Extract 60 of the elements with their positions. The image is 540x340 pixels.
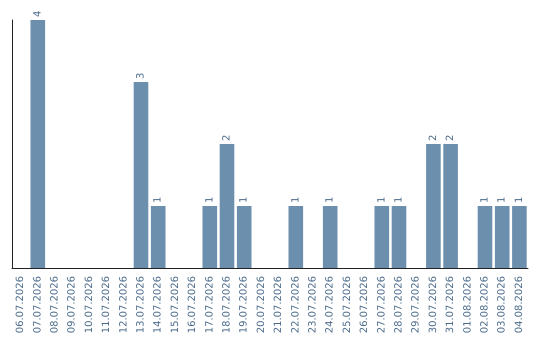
x-tick-label: 06.07.2026 [15, 276, 26, 334]
x-tick-label: 31.07.2026 [445, 276, 456, 334]
x-tick-label: 17.07.2026 [204, 276, 216, 334]
x-tick-label: 20.07.2026 [256, 276, 267, 334]
x-tick-label: 16.07.2026 [187, 276, 198, 334]
x-tick-label: 13.07.2026 [136, 276, 146, 334]
x-tick-label: 23.07.2026 [308, 276, 318, 334]
x-tick-label: 24.07.2026 [324, 276, 336, 334]
x-tick-label: 07.07.2026 [32, 276, 44, 334]
bar [150, 206, 166, 268]
x-tick-label: 18.07.2026 [222, 276, 232, 334]
x-tick-label: 01.08.2026 [462, 276, 474, 334]
x-tick-label: 08.07.2026 [50, 276, 60, 334]
bar [236, 206, 252, 268]
bar [30, 20, 46, 268]
x-tick-label: 26.07.2026 [359, 276, 370, 334]
bar [494, 206, 510, 268]
x-tick-label: 10.07.2026 [84, 276, 95, 334]
data-label: 1 [394, 196, 404, 203]
bar [322, 206, 338, 268]
data-label: 1 [376, 196, 388, 203]
bar [426, 144, 441, 268]
x-tick-label: 21.07.2026 [273, 276, 284, 334]
x-tick-label: 27.07.2026 [376, 276, 388, 334]
bar [392, 206, 406, 268]
bar [374, 206, 390, 268]
x-tick-label: 12.07.2026 [118, 276, 130, 334]
data-label: 4 [32, 10, 44, 17]
bar [220, 144, 234, 268]
data-label: 2 [222, 134, 232, 141]
data-label: 1 [238, 196, 250, 203]
x-tick-label: 30.07.2026 [428, 276, 439, 334]
data-label: 1 [514, 196, 525, 203]
data-label: 1 [496, 196, 508, 203]
x-tick-label: 11.07.2026 [101, 276, 112, 334]
data-label: 1 [152, 196, 164, 203]
x-tick-label: 02.08.2026 [480, 276, 490, 334]
data-label: 1 [480, 196, 490, 203]
bar [443, 144, 458, 268]
data-label: 2 [445, 134, 456, 141]
x-tick-label: 03.08.2026 [496, 276, 508, 334]
x-tick-label: 25.07.2026 [342, 276, 353, 334]
x-tick-label: 04.08.2026 [514, 276, 525, 334]
data-label: 1 [324, 196, 336, 203]
x-tick-label: 09.07.2026 [66, 276, 78, 334]
x-tick-label: 29.07.2026 [410, 276, 422, 334]
bar [512, 206, 527, 268]
x-tick-label: 15.07.2026 [170, 276, 181, 334]
data-label: 1 [204, 196, 216, 203]
bar [134, 82, 148, 268]
x-tick-label: 22.07.2026 [290, 276, 302, 334]
data-label: 2 [428, 134, 439, 141]
bar [202, 206, 218, 268]
x-tick-label: 19.07.2026 [238, 276, 250, 334]
data-label: 1 [290, 196, 302, 203]
data-label: 3 [136, 72, 146, 79]
x-tick-label: 14.07.2026 [152, 276, 164, 334]
bar [288, 206, 304, 268]
x-tick-label: 28.07.2026 [394, 276, 404, 334]
bar [478, 206, 492, 268]
